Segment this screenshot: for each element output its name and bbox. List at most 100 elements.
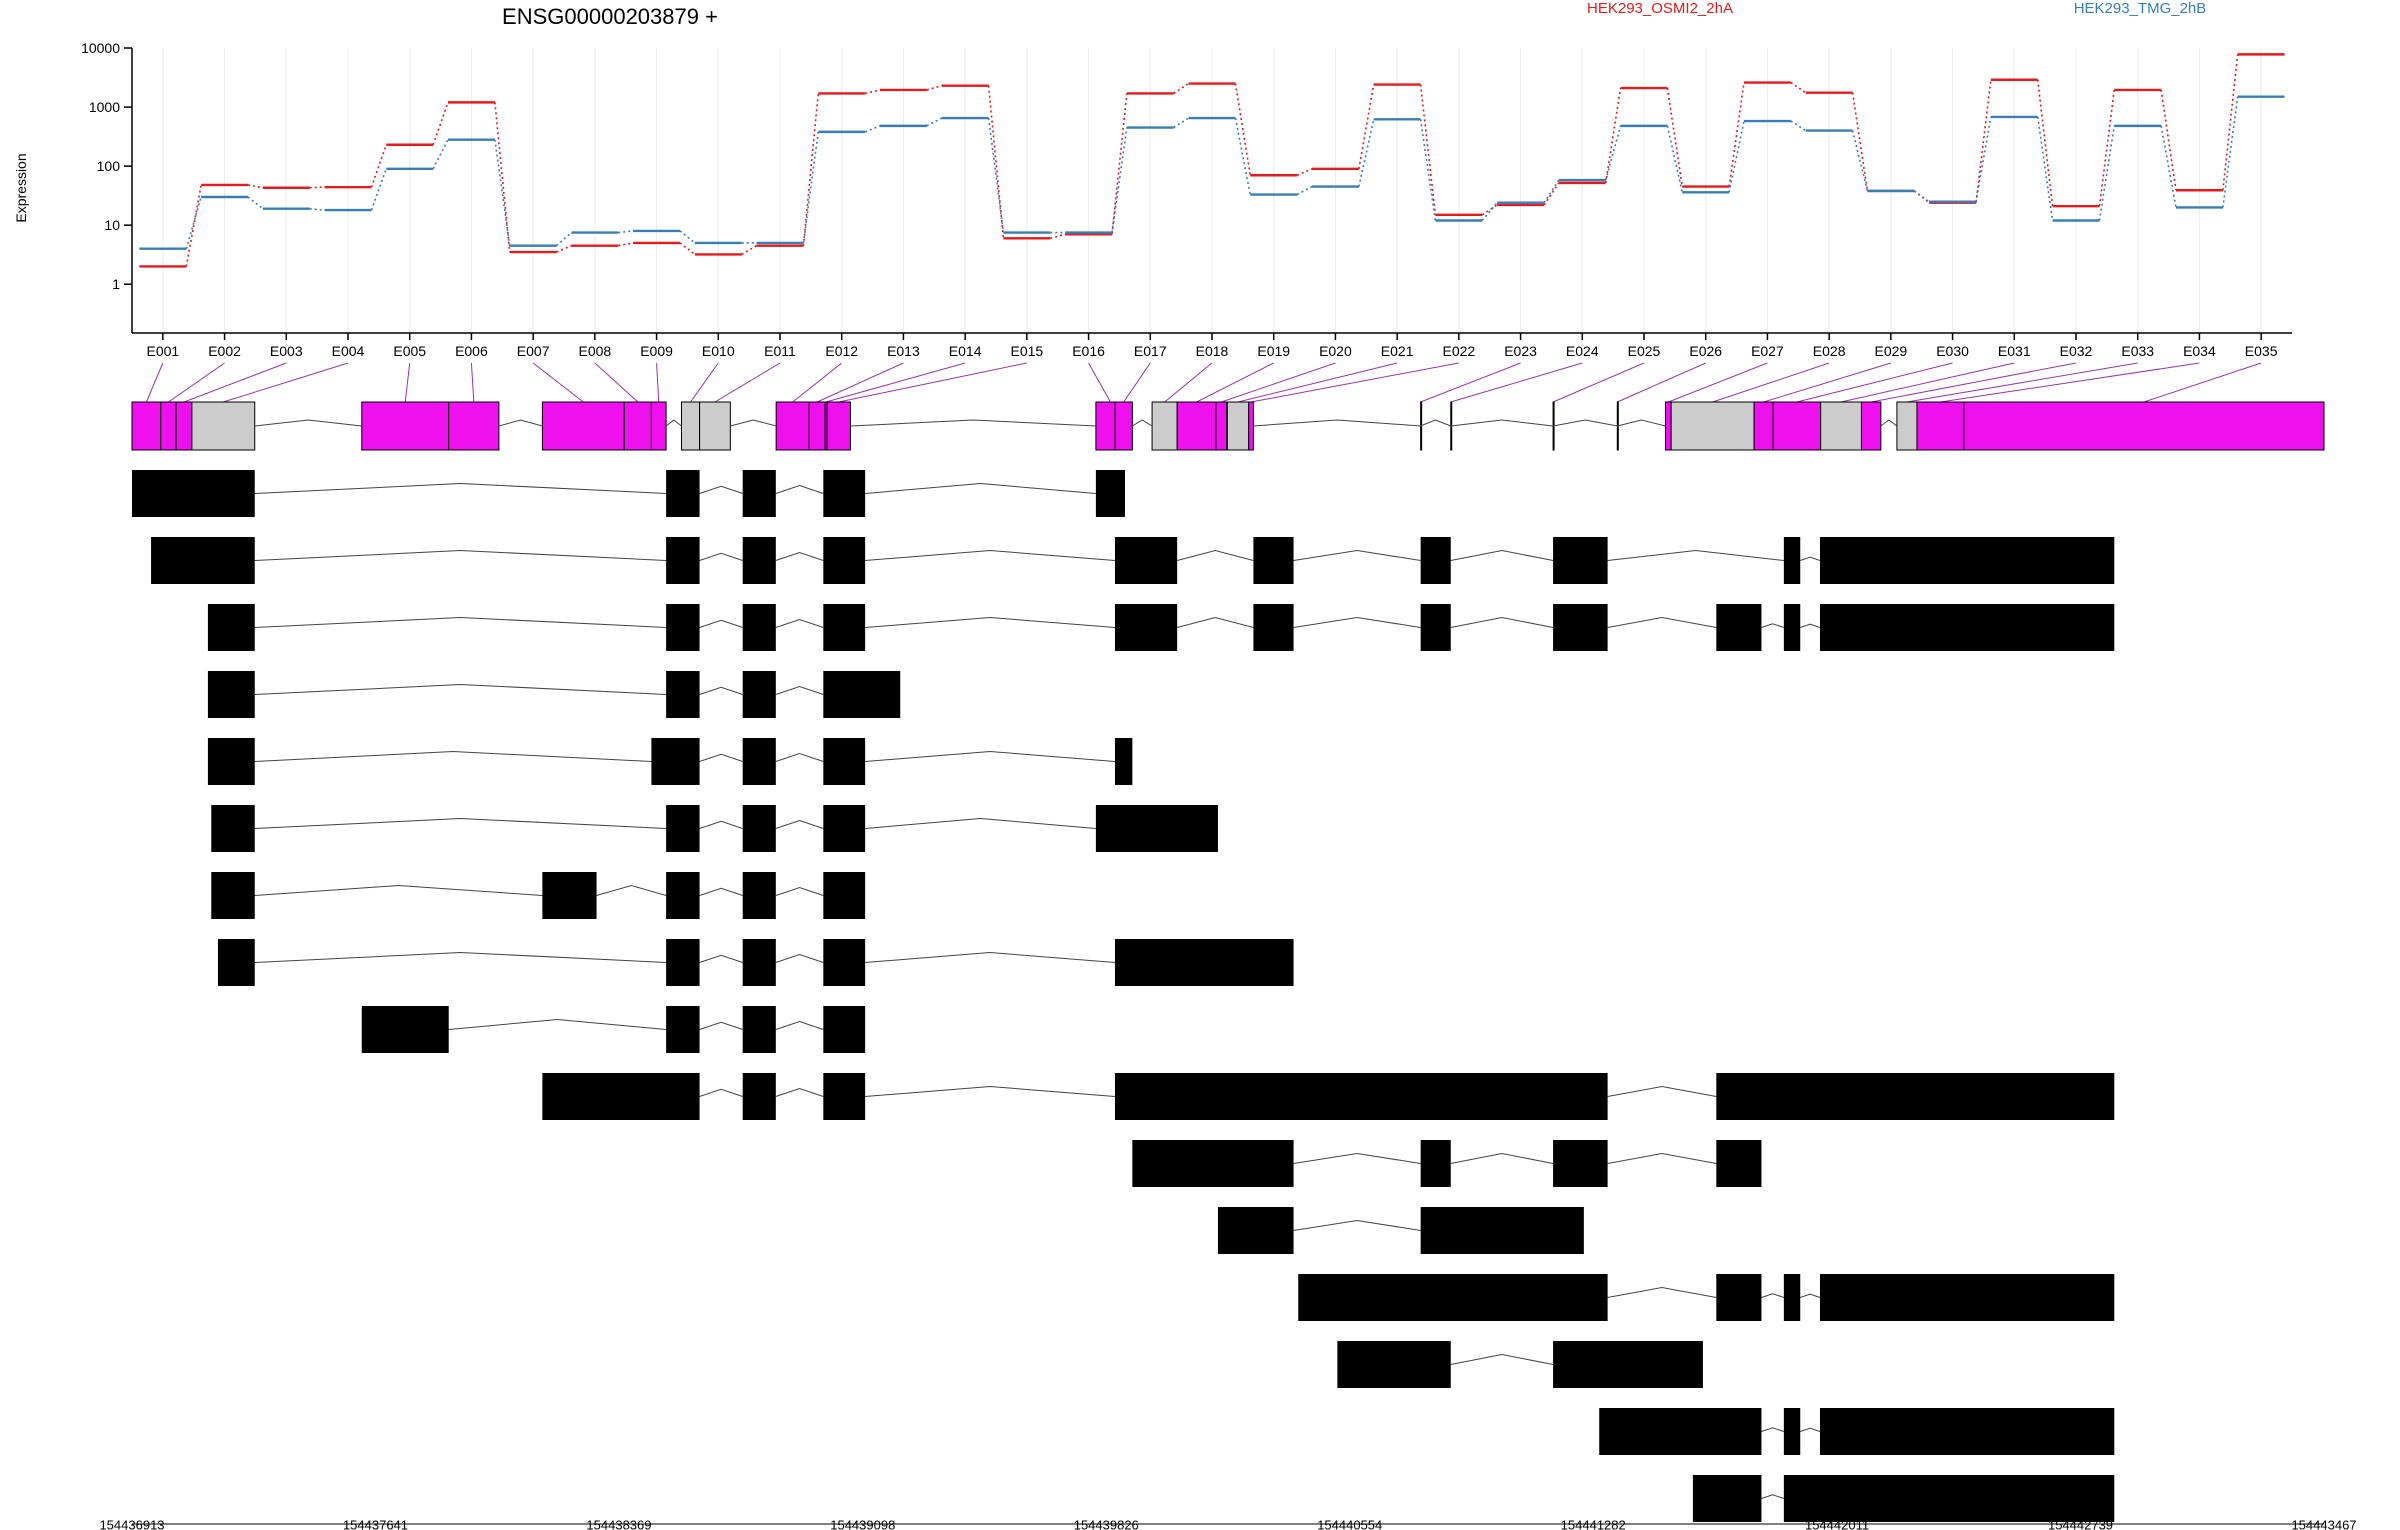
bin-intron <box>1617 419 1666 427</box>
intron-line <box>254 482 667 494</box>
series-riser <box>1173 117 1189 129</box>
bin-connector-E030 <box>1796 362 1953 403</box>
exon-bin-E008 <box>623 401 652 451</box>
transcript-6 <box>211 805 1218 852</box>
bin-intron <box>1450 419 1554 427</box>
x-tick-label: E002 <box>208 343 241 359</box>
x-tick-label: E009 <box>640 343 673 359</box>
transcript-exon <box>211 872 255 919</box>
transcript-exon <box>742 671 776 718</box>
bin-connector-E029 <box>1763 362 1892 403</box>
transcript-exon <box>666 671 700 718</box>
exon-bin-E029 <box>1753 401 1774 451</box>
series-riser <box>618 242 634 247</box>
series-riser <box>1111 127 1128 233</box>
transcript-exon <box>742 738 776 785</box>
transcript-exon <box>1783 537 1801 584</box>
bin-connector-E010 <box>690 362 719 403</box>
series-riser <box>679 242 696 256</box>
bin-intron <box>1880 419 1898 427</box>
bin-connector-E019 <box>1196 362 1274 403</box>
x-tick-label: E016 <box>1072 343 1105 359</box>
transcript-1 <box>132 470 1125 517</box>
intron-line <box>1293 1152 1421 1164</box>
exon-bin-E021 <box>1226 401 1250 451</box>
series-riser <box>1543 182 1560 206</box>
y-tick-label: 10 <box>104 217 120 233</box>
intron-line <box>699 1021 743 1030</box>
transcript-exon <box>1114 1073 1608 1120</box>
x-tick-label: E033 <box>2121 343 2154 359</box>
intron-line <box>1761 1427 1785 1432</box>
exon-bin-E027 <box>1664 401 1672 451</box>
y-tick-label: 1000 <box>89 99 120 115</box>
transcript-exon <box>742 604 776 651</box>
exon-bin-E032 <box>1860 401 1882 451</box>
bin-connector-E020 <box>1221 362 1336 403</box>
transcript-10 <box>542 1073 2115 1120</box>
y-axis-label: Expression <box>13 153 29 222</box>
x-tick-label: E004 <box>332 343 365 359</box>
transcript-exon <box>132 470 255 517</box>
transcript-exon <box>823 1006 866 1053</box>
transcript-exon <box>1253 537 1294 584</box>
bin-connector-E009 <box>656 362 660 403</box>
bin-connector-E002 <box>168 362 225 403</box>
exon-bin-E007 <box>541 401 625 451</box>
series-riser <box>2160 125 2177 208</box>
transcript-exon <box>1420 1140 1451 1187</box>
intron-line <box>1607 1085 1717 1097</box>
intron-line <box>775 619 824 628</box>
legend: HEK293_OSMI2_2hA HEK293_TMG_2hB <box>1587 0 2206 17</box>
intron-line <box>1450 549 1554 561</box>
transcript-exon <box>1783 1408 1801 1455</box>
series-riser <box>309 207 325 211</box>
series-riser <box>1728 82 1745 187</box>
transcript-exon <box>542 872 597 919</box>
genome-tick-label: 154442011 <box>1805 1518 1869 1530</box>
intron-line <box>1761 1494 1785 1499</box>
bin-connector-E026 <box>1617 362 1706 403</box>
transcript-12 <box>1217 1207 1584 1254</box>
x-tick-label: E006 <box>455 343 488 359</box>
transcript-exon <box>1553 604 1608 651</box>
series-riser <box>247 196 264 210</box>
genome-tick-label: 154439826 <box>1074 1518 1139 1530</box>
bin-connector-E004 <box>223 362 349 403</box>
x-tick-label: E003 <box>270 343 303 359</box>
bin-connector-E014 <box>825 362 966 403</box>
series-riser <box>1913 190 1930 203</box>
genomic-coordinate-axis: 154436913 154437641 154438369 154439098 1544… <box>99 1518 2356 1530</box>
series-riser <box>864 89 881 95</box>
series-riser <box>926 117 943 127</box>
genome-tick-label: 154439098 <box>830 1518 895 1530</box>
bin-connector-E031 <box>1840 362 2015 403</box>
intron-line <box>699 887 743 896</box>
genome-tick-label: 154437641 <box>343 1518 408 1530</box>
exon-bin-E017 <box>1114 401 1133 451</box>
transcript-exon <box>666 805 700 852</box>
series-riser <box>494 139 511 246</box>
transcript-15 <box>1599 1408 2115 1455</box>
x-tick-label: E034 <box>2183 343 2216 359</box>
series-riser <box>309 186 325 189</box>
series-riser <box>1173 82 1189 95</box>
bin-connector-E011 <box>714 362 781 403</box>
exon-bin-E030 <box>1772 401 1822 451</box>
intron-line <box>775 485 824 494</box>
x-tick-label: E020 <box>1319 343 1352 359</box>
intron-line <box>1450 1353 1554 1365</box>
series-riser <box>741 244 757 256</box>
transcript-exon <box>1337 1341 1451 1388</box>
transcript-exon <box>542 1073 700 1120</box>
x-tick-label: E035 <box>2245 343 2278 359</box>
transcript-exon <box>1114 805 1218 852</box>
bin-connector-E016 <box>1088 362 1111 403</box>
intron-line <box>699 753 743 762</box>
intron-line <box>775 820 824 829</box>
exon-bin-E006 <box>448 401 500 451</box>
series-riser <box>1296 185 1313 196</box>
x-tick-label: E030 <box>1936 343 1969 359</box>
x-tick-label: E019 <box>1257 343 1290 359</box>
series-riser <box>556 244 572 253</box>
